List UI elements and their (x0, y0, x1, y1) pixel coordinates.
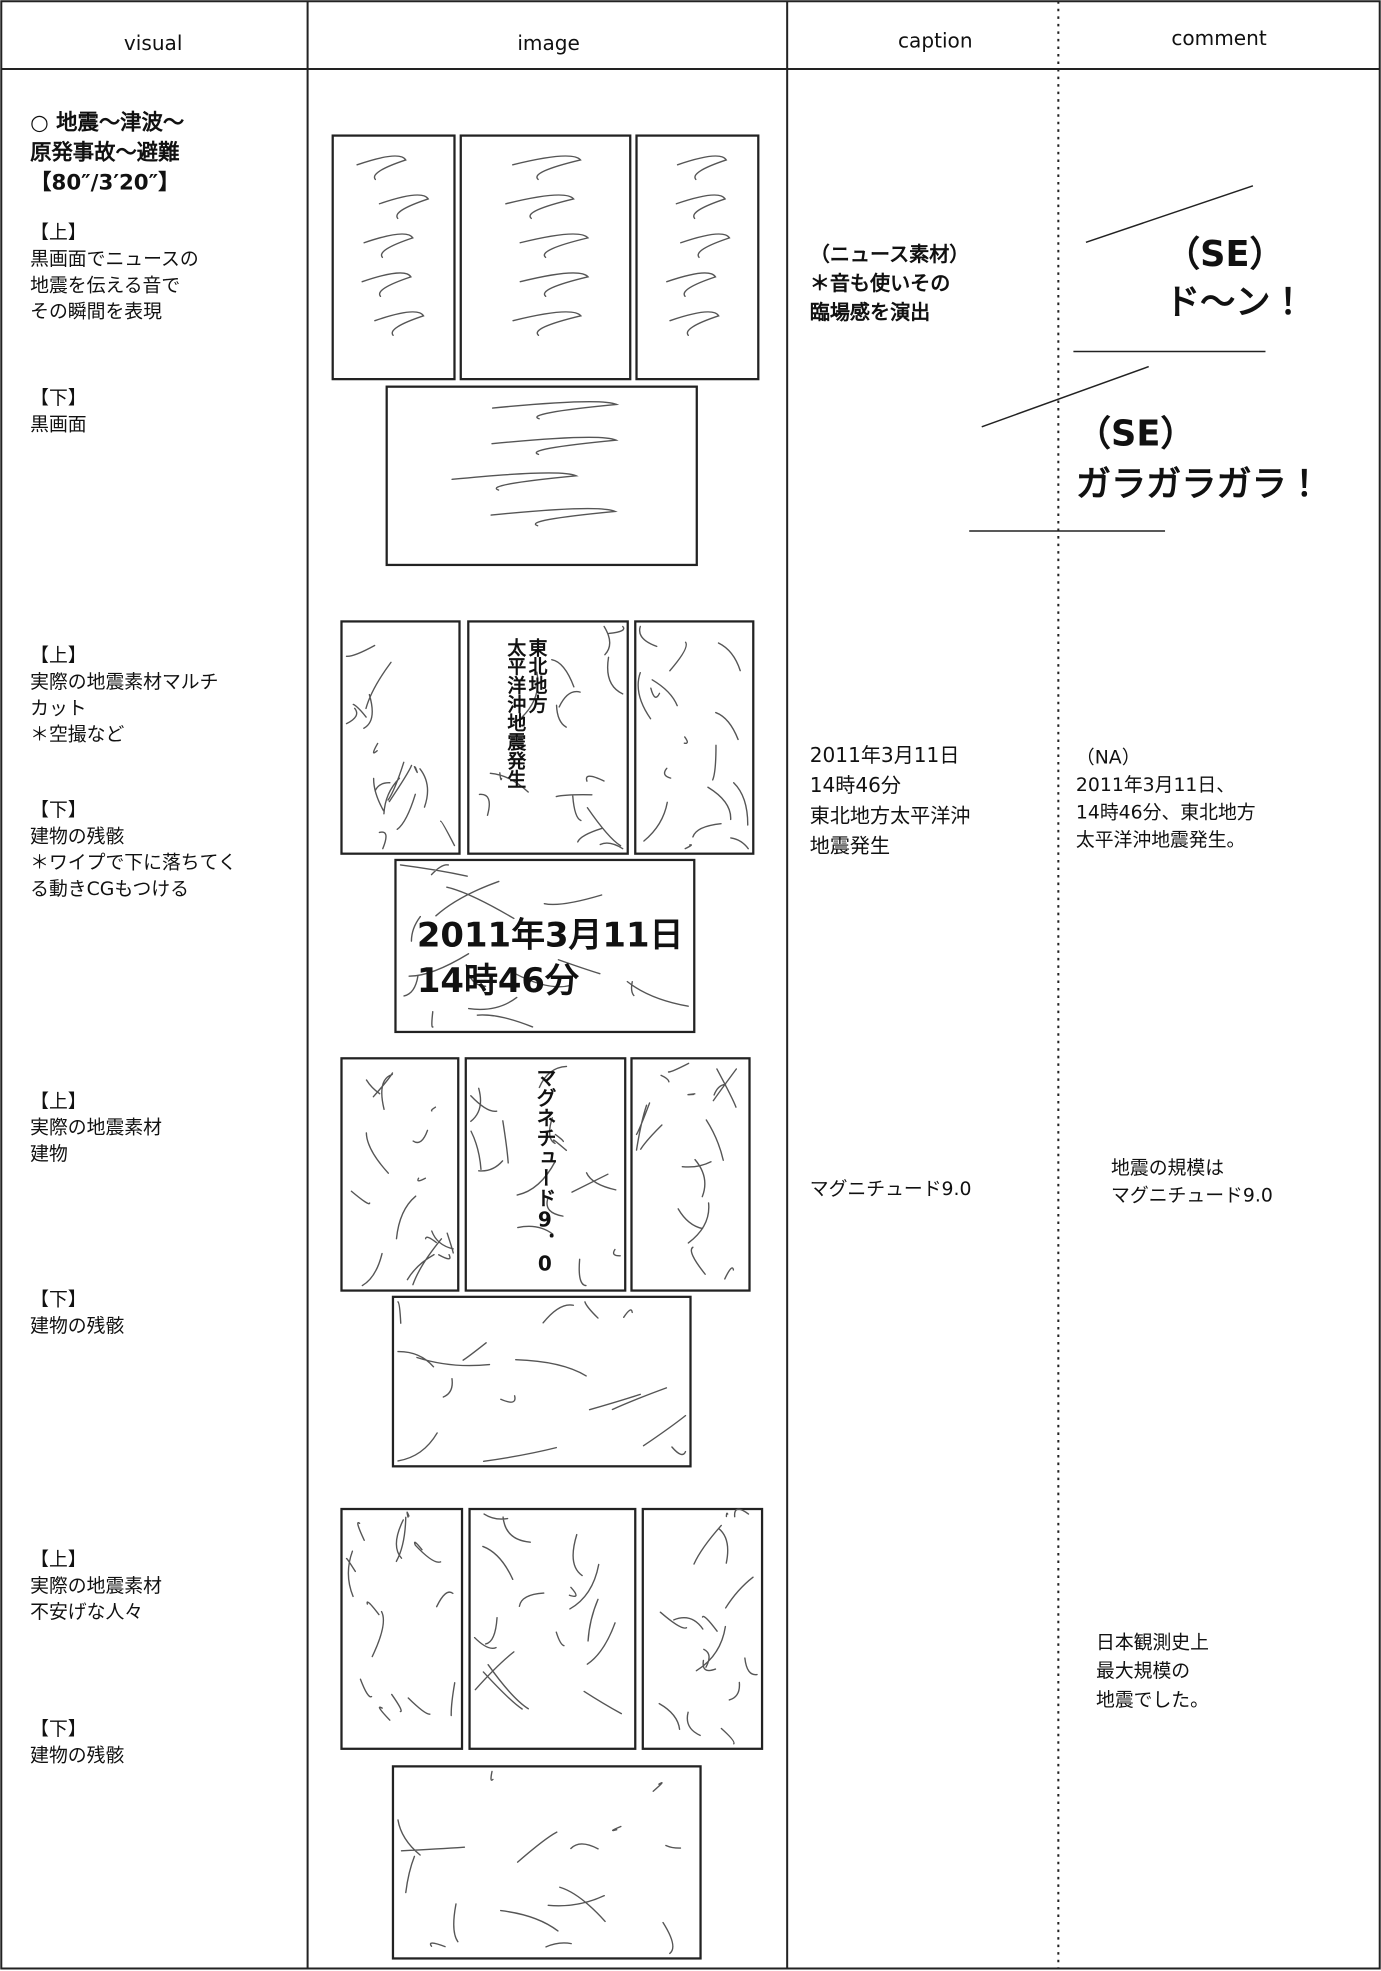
sketch-panel (391, 1295, 692, 1468)
sketch-stroke (635, 1062, 738, 1280)
caption-text: （ニュース素材） (810, 242, 970, 266)
visual-text: 【下】 (30, 1718, 87, 1740)
visual-text: 【80″/3′20″】 (30, 171, 179, 196)
image-overlay-text: 太平洋沖地震発生 (504, 636, 526, 788)
sketch-panel (394, 858, 696, 1034)
visual-text: 実際の地震素材 (30, 1117, 162, 1139)
header-label: visual (124, 31, 183, 55)
image-overlay-text: 14時46分 (417, 961, 580, 1000)
sketch-stroke (637, 625, 749, 850)
visual-text: 建物の残骸 (30, 1315, 124, 1337)
visual-text: 実際の地震素材 (30, 1575, 162, 1597)
image-overlay-text: 2011年3月11日 (417, 916, 684, 955)
sketch-stroke (397, 1770, 682, 1955)
header-label: comment (1171, 26, 1267, 50)
sketch-stroke (666, 155, 731, 336)
sketch-stroke (345, 1511, 456, 1721)
se-line (1085, 185, 1254, 244)
visual-text: 【下】 (30, 799, 87, 821)
sketch-panel (467, 620, 629, 855)
caption-text: 臨場感を演出 (810, 300, 930, 324)
visual-text: カット (30, 698, 87, 719)
comment-text: 最大規模の (1096, 1660, 1190, 1682)
image-overlay-text: マグネチュード9．0 (533, 1067, 557, 1276)
comment-text: （SE） (1076, 414, 1196, 455)
sketch-panel (391, 1765, 702, 1960)
visual-text: 建物の残骸 (30, 1744, 124, 1766)
sketch-panel (630, 1057, 751, 1292)
sketch-stroke (478, 625, 625, 850)
sketch-panel (331, 134, 456, 381)
caption-text: 2011年3月11日 (810, 743, 960, 767)
sketch-stroke (658, 1508, 758, 1745)
caption-text: 地震発生 (810, 833, 890, 857)
sketch-panel (340, 620, 461, 855)
sketch-panel (635, 134, 760, 381)
comment-text: 日本観測史上 (1096, 1631, 1209, 1653)
se-line (981, 365, 1149, 428)
visual-text: 【下】 (30, 387, 87, 409)
visual-text: 原発事故～避難 (30, 139, 179, 165)
sketch-stroke (345, 644, 456, 850)
visual-text: ＊空撮など (30, 724, 124, 746)
visual-text: 地震を伝える音で (30, 274, 180, 296)
sketch-panel (340, 1057, 460, 1292)
sketch-panel (385, 385, 698, 567)
comment-text: 太平洋沖地震発生。 (1076, 829, 1245, 851)
caption-text: マグニチュード9.0 (810, 1178, 972, 1200)
visual-text: 黒画面でニュースの (30, 249, 199, 270)
comment-text: 2011年3月11日、 (1076, 774, 1235, 796)
comment-text: （SE） (1165, 234, 1285, 275)
sketch-panel (464, 1057, 627, 1292)
caption-text: ＊音も使いその (810, 271, 951, 295)
sketch-stroke (399, 864, 689, 1028)
comment-text: マグニチュード9.0 (1111, 1184, 1273, 1206)
comment-text: ガラガラガラ！ (1076, 464, 1322, 505)
visual-text: 建物の残骸 (30, 825, 124, 847)
visual-text: 【上】 (30, 222, 87, 244)
sketch-panel (468, 1507, 637, 1750)
visual-text: 不安げな人々 (30, 1601, 143, 1623)
visual-text: 建物 (30, 1143, 68, 1165)
sketch-stroke (470, 1065, 621, 1287)
comment-text: 地震の規模は (1111, 1157, 1224, 1179)
sketch-stroke (350, 1072, 454, 1287)
visual-text: ＊ワイプで下に落ちてく (30, 852, 237, 874)
comment-text: 14時46分、東北地方 (1076, 802, 1256, 824)
header-label: caption (898, 29, 973, 53)
image-overlay-text: 東北地方 (526, 636, 547, 713)
visual-text: 【下】 (30, 1289, 87, 1311)
comment-text: 地震でした。 (1096, 1689, 1209, 1711)
sketch-stroke (505, 155, 590, 336)
visual-text: 【上】 (30, 1549, 87, 1571)
visual-text: その瞬間を表現 (30, 301, 162, 323)
sketch-stroke (356, 155, 430, 336)
comment-text: （NA） (1076, 746, 1141, 768)
visual-text: 実際の地震素材マルチ (30, 671, 218, 693)
comment-text: ド～ン！ (1165, 282, 1306, 323)
visual-text: 【上】 (30, 1090, 87, 1112)
visual-text: る動きCGもつける (30, 878, 189, 900)
visual-text: ○ 地震～津波～ (30, 110, 184, 135)
sketch-panel (340, 1507, 464, 1750)
sketch-stroke (473, 1513, 623, 1715)
sketch-panel (634, 620, 755, 855)
caption-text: 14時46分 (810, 773, 901, 797)
visual-text: 【上】 (30, 645, 87, 667)
sketch-stroke (397, 1301, 687, 1462)
visual-text: 黒画面 (30, 415, 87, 436)
caption-text: 東北地方太平洋沖 (810, 803, 971, 827)
sketch-stroke (451, 400, 620, 527)
header-label: image (517, 31, 580, 55)
